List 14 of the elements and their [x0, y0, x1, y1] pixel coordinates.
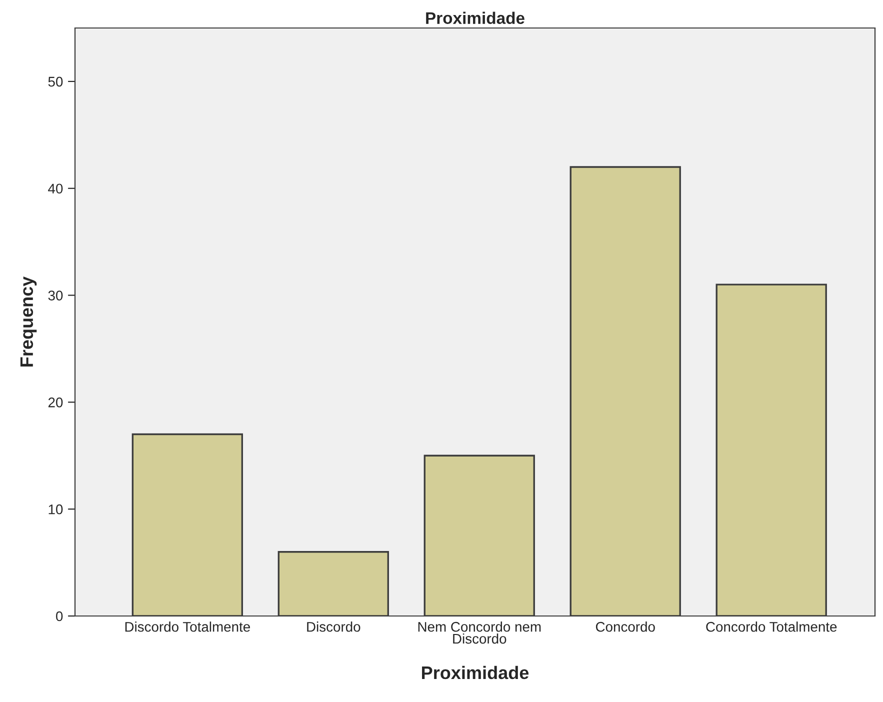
x-axis-title: Proximidade — [422, 666, 529, 680]
x-tick-label: Nem Concordo nem Discordo — [418, 622, 541, 644]
x-tick-label: Concordo — [596, 622, 655, 632]
chart-title: Proximidade — [426, 12, 524, 24]
y-tick-label: 30 — [48, 290, 63, 300]
y-tick-label: 40 — [48, 184, 63, 194]
x-tick-label: Discordo Totalmente — [125, 622, 250, 632]
y-tick-label: 10 — [48, 504, 63, 514]
x-tick-label: Discordo — [307, 622, 360, 632]
y-axis-title: Frequency — [20, 276, 37, 366]
y-tick-label: 20 — [48, 398, 63, 408]
x-tick-label: Concordo Totalmente — [706, 622, 837, 632]
y-tick-label: 0 — [56, 611, 63, 622]
y-tick-label: 50 — [48, 76, 63, 87]
